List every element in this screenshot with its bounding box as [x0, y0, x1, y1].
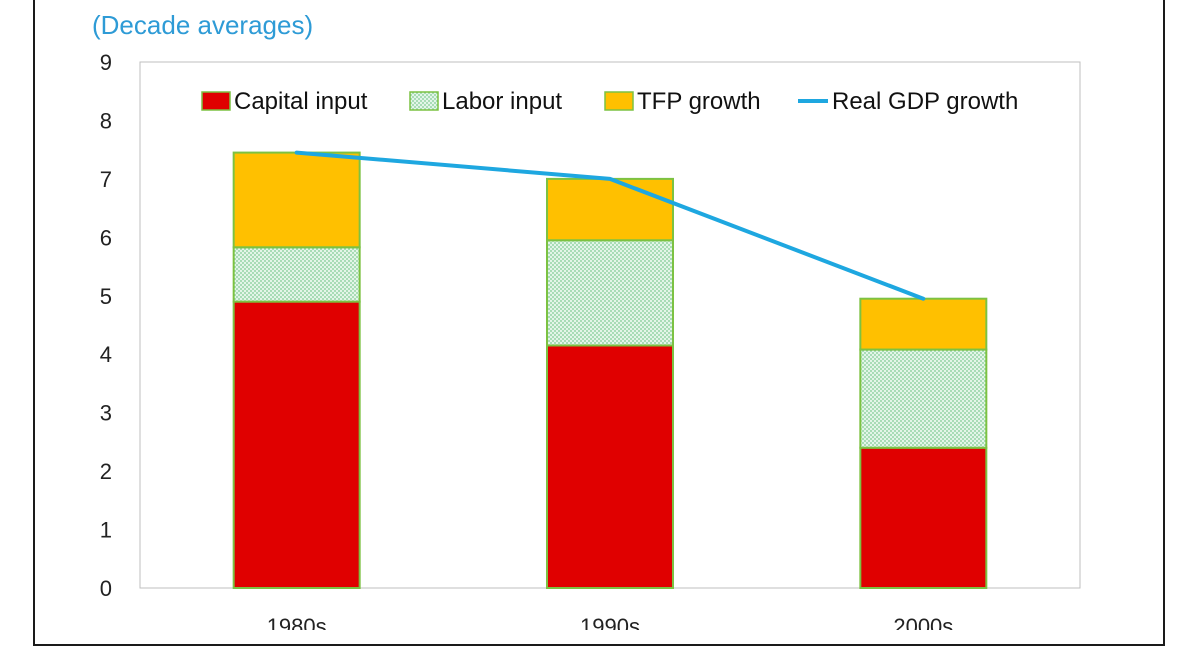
legend-swatch-tfp-growth: [604, 91, 634, 111]
y-tick-label-9: 9: [100, 50, 112, 75]
y-tick-label-7: 7: [100, 167, 112, 192]
x-axis: 1980s 1990s 2000s: [267, 614, 954, 630]
y-tick-label-2: 2: [100, 459, 112, 484]
y-tick-label-0: 0: [100, 576, 112, 601]
chart-subtitle: (Decade averages): [92, 10, 314, 40]
y-tick-label-6: 6: [100, 225, 112, 250]
stacked-bar-chart: 0 1 2 3 4 5 6 7 8 9 1980s 1990s 2000s Capital input…: [100, 50, 1081, 630]
y-tick-label-4: 4: [100, 342, 112, 367]
line-real-gdp-growth: [294, 150, 926, 301]
legend-label-tfp-growth: TFP growth: [637, 88, 761, 115]
legend-label-labor-input: Labor input: [442, 88, 562, 115]
bar-labor-input-2000s: [859, 348, 988, 449]
bar-tfp-growth-1990s: [546, 177, 674, 242]
legend-swatch-labor-input: [409, 91, 439, 111]
bars: [232, 151, 988, 590]
y-axis: 0 1 2 3 4 5 6 7 8 9: [100, 50, 112, 601]
y-tick-label-3: 3: [100, 401, 112, 426]
bar-capital-input-1980s: [232, 300, 361, 589]
bar-capital-input-2000s: [859, 446, 988, 589]
x-tick-label-1980s: 1980s: [267, 614, 327, 630]
y-tick-label-1: 1: [100, 518, 112, 543]
legend-label-real-gdp-growth: Real GDP growth: [832, 88, 1018, 115]
y-tick-label-8: 8: [100, 108, 112, 133]
x-tick-label-1990s: 1990s: [580, 614, 640, 630]
legend-label-capital-input: Capital input: [234, 88, 368, 115]
bar-labor-input-1990s: [546, 239, 674, 347]
legend-swatch-capital-input: [201, 91, 231, 111]
bar-tfp-growth-1980s: [232, 151, 361, 249]
bar-tfp-growth-2000s: [859, 297, 988, 351]
y-tick-label-5: 5: [100, 284, 112, 309]
gdp-line: [294, 150, 926, 301]
bar-labor-input-1980s: [232, 246, 361, 303]
x-tick-label-2000s: 2000s: [893, 614, 953, 630]
legend: Capital input Labor input TFP growth Real G…: [201, 88, 1018, 115]
bar-capital-input-1990s: [546, 344, 674, 590]
